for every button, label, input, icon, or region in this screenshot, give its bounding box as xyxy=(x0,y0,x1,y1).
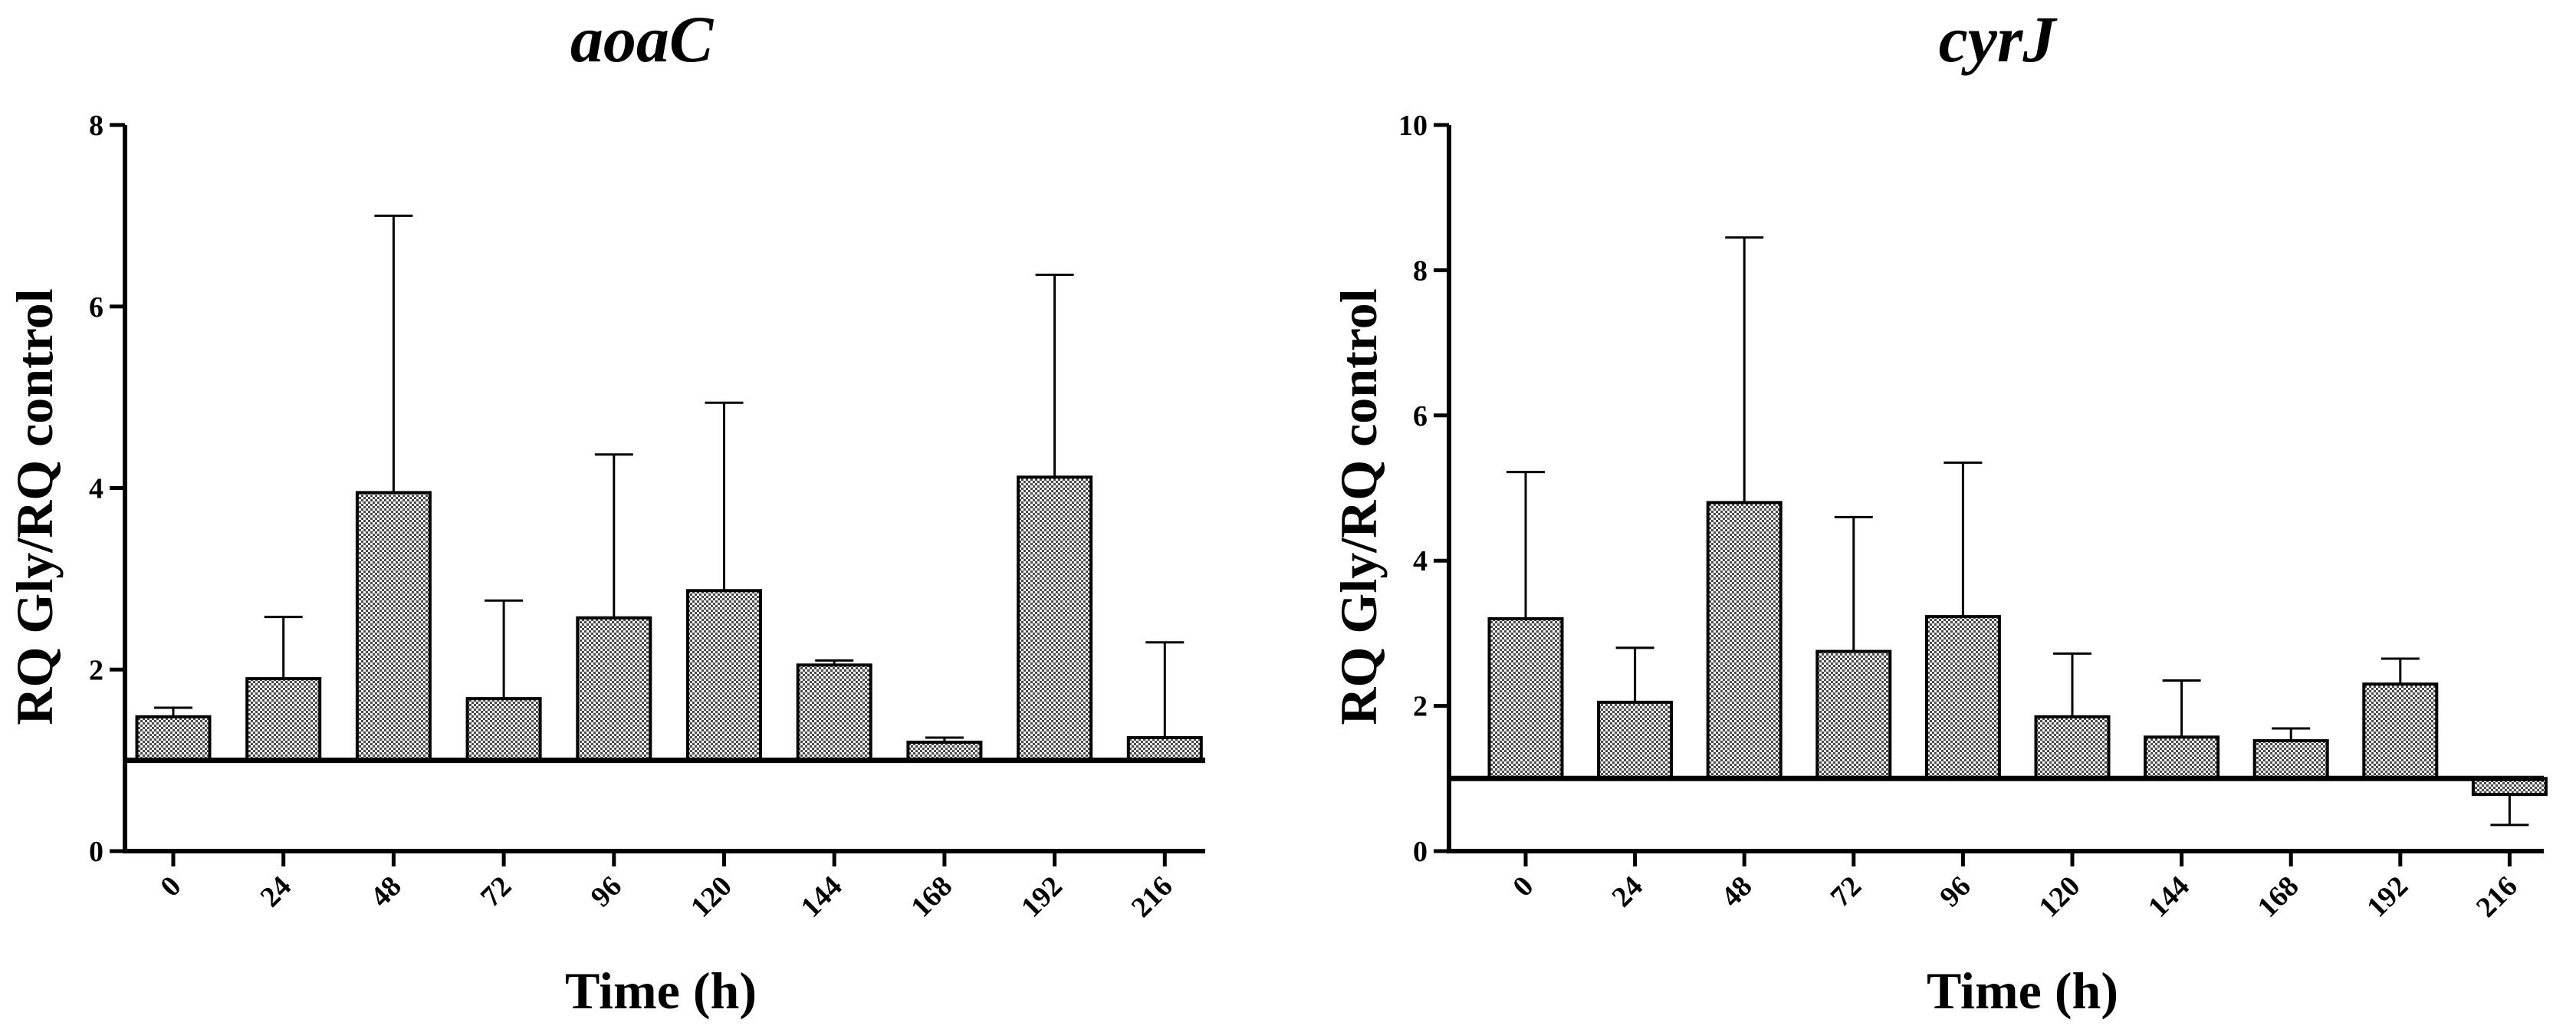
x-tick-label: 216 xyxy=(2470,870,2524,924)
x-tick-label: 96 xyxy=(1934,870,1977,914)
x-axis-label: Time (h) xyxy=(1927,962,2118,1020)
bar xyxy=(1706,501,1783,781)
chart-cyrJ: cyrJ RQ Gly/RQ control Time (h) 02468100… xyxy=(1329,2,2548,1020)
y-tick-label: 0 xyxy=(1413,836,1428,868)
x-tick-label: 120 xyxy=(2032,870,2086,924)
x-tick-label: 24 xyxy=(1605,870,1649,914)
bar xyxy=(576,616,652,762)
bar xyxy=(465,697,542,762)
bar xyxy=(245,677,322,762)
x-tick-label: 192 xyxy=(2361,870,2414,924)
x-tick-label: 216 xyxy=(1125,870,1179,924)
x-tick-label: 192 xyxy=(1015,870,1069,924)
bar xyxy=(2034,715,2111,781)
x-tick-label: 72 xyxy=(1825,870,1868,914)
bar xyxy=(1017,475,1093,762)
bar xyxy=(2144,735,2220,781)
x-tick-label: 72 xyxy=(475,870,518,914)
bar xyxy=(906,740,983,762)
bar xyxy=(796,663,872,762)
bar xyxy=(1126,736,1203,762)
x-tick-label: 120 xyxy=(685,870,738,924)
x-tick-label: 168 xyxy=(2252,870,2305,924)
x-tick-label: 144 xyxy=(2142,870,2196,924)
y-tick-label: 4 xyxy=(1413,545,1428,577)
bar xyxy=(355,491,432,762)
y-tick-label: 2 xyxy=(1413,691,1428,723)
y-tick-label: 2 xyxy=(89,654,104,686)
y-tick-label: 8 xyxy=(1413,255,1428,287)
chart-title: cyrJ xyxy=(1939,2,2058,76)
y-tick-label: 10 xyxy=(1398,110,1428,142)
y-tick-label: 6 xyxy=(89,291,104,324)
x-tick-label: 48 xyxy=(364,870,408,914)
bar xyxy=(1487,616,1564,781)
bar xyxy=(2252,739,2329,781)
x-tick-label: 168 xyxy=(905,870,958,924)
bar xyxy=(1597,700,1674,781)
bar xyxy=(135,715,212,762)
bar xyxy=(1924,615,2001,781)
y-tick-label: 0 xyxy=(89,836,104,868)
chart-title: aoaC xyxy=(570,2,715,76)
x-tick-label: 0 xyxy=(154,870,187,903)
x-tick-label: 96 xyxy=(585,870,629,914)
x-tick-label: 24 xyxy=(254,870,297,914)
y-axis-label: RQ Gly/RQ control xyxy=(1329,288,1388,725)
x-tick-label: 48 xyxy=(1715,870,1759,914)
bar xyxy=(1815,649,1892,781)
y-tick-label: 4 xyxy=(89,473,104,505)
y-tick-label: 6 xyxy=(1413,400,1428,432)
bar xyxy=(2362,682,2439,781)
y-tick-label: 8 xyxy=(89,110,104,142)
y-axis-label: RQ Gly/RQ control xyxy=(5,288,64,725)
x-tick-label: 144 xyxy=(795,870,849,924)
x-axis-label: Time (h) xyxy=(565,962,757,1020)
x-tick-label: 0 xyxy=(1506,870,1539,903)
bar xyxy=(686,589,762,762)
